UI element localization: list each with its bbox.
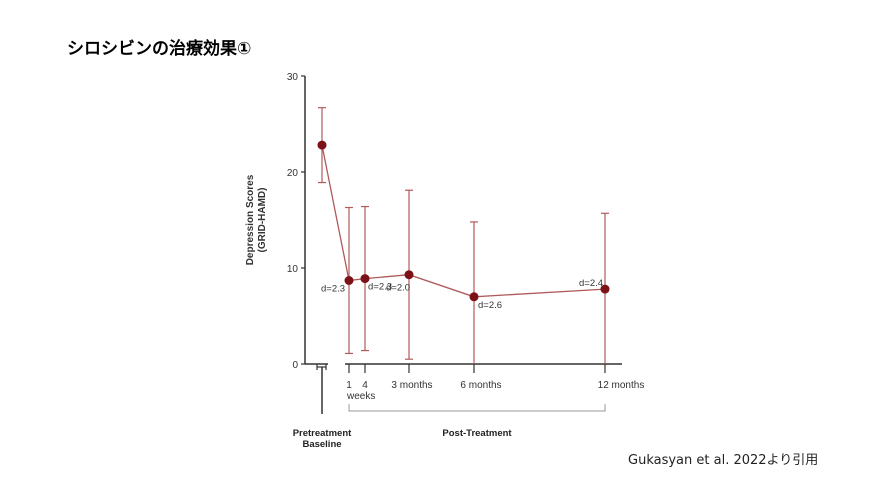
series-line — [321, 144, 606, 298]
effect-size-label-3: d=2.0 — [386, 283, 410, 294]
data-point-4 — [469, 292, 479, 302]
data-marks: d=2.3 d=2.3d=2.0d=2.6d=2.4 — [317, 107, 610, 364]
group-label-pretreatment: Pretreatment — [293, 428, 352, 439]
x-tick-label-12months: 12 months — [598, 380, 645, 391]
data-point-1 — [344, 276, 354, 285]
y-tick-label-0: 0 — [292, 360, 298, 371]
y-tick-label-20: 20 — [287, 168, 299, 179]
y-axis-title-line1: Depression Scores — [245, 174, 256, 265]
data-point-3 — [404, 270, 414, 280]
citation: Gukasyan et al. 2022より引用 — [628, 453, 819, 468]
y-tick-label-30: 30 — [287, 72, 299, 83]
y-tick-label-10: 10 — [287, 264, 299, 275]
data-point-2 — [360, 274, 370, 284]
group-label-post-treatment: Post-Treatment — [442, 428, 512, 439]
x-tick-label-weeks: weeks — [346, 391, 375, 402]
data-point-5 — [600, 284, 610, 294]
y-axis-title-line2: (GRID-HAMD) — [257, 188, 268, 253]
x-tick-label-1: 1 — [346, 380, 352, 391]
data-point-0 — [317, 140, 327, 150]
x-tick-label-4: 4 — [362, 380, 368, 391]
effect-size-label-1: d=2.3 — [321, 284, 345, 295]
slide-title: シロシビンの治療効果① — [67, 39, 252, 59]
x-tick-label-6months: 6 months — [460, 380, 501, 391]
x-tick-label-3months: 3 months — [391, 380, 432, 391]
post-treatment-bracket — [348, 404, 606, 412]
y-axis-title: Depression Scores (GRID-HAMD) — [245, 174, 268, 265]
effect-size-label-4: d=2.6 — [478, 300, 502, 311]
effect-size-label-2: d=2.3 — [368, 282, 392, 293]
effect-size-label-5: d=2.4 — [579, 278, 603, 289]
group-label-baseline: Baseline — [302, 439, 341, 450]
